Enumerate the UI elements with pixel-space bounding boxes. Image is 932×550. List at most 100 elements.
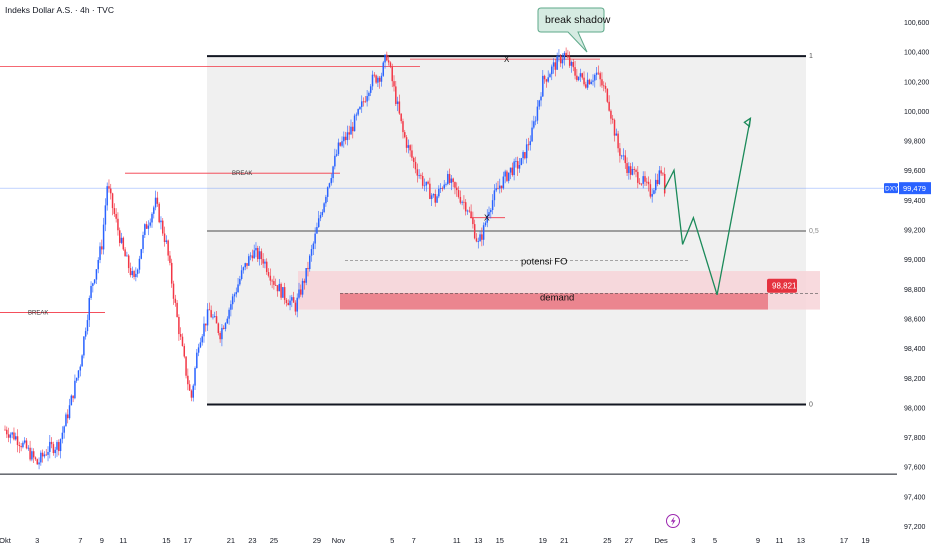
candle-body	[481, 234, 483, 240]
candle-body	[95, 269, 98, 280]
x-tick-label: 23	[248, 536, 256, 545]
candle-body	[196, 352, 198, 369]
candle-body	[190, 390, 193, 398]
x-tick-label: Nov	[332, 536, 346, 545]
price-axis[interactable]: 100,600 100,400 100,200 100,000 99,800 99,600…	[904, 20, 929, 531]
candle-body	[653, 190, 655, 194]
candle-body	[16, 436, 19, 446]
horizontal-lines	[0, 58, 897, 475]
x-tick-label: 5	[390, 536, 394, 545]
candle-body	[457, 190, 460, 197]
y-tick-label: 98,400	[904, 346, 926, 353]
candle-body	[447, 173, 449, 184]
candle-body	[357, 109, 359, 115]
candle-body	[165, 240, 168, 242]
lightning-icon[interactable]	[666, 514, 680, 528]
candle-body	[330, 178, 333, 184]
demand-label: demand	[540, 293, 574, 304]
candle-body	[208, 309, 211, 311]
candle-body	[147, 225, 150, 229]
candle-body	[637, 171, 639, 183]
candle-body	[420, 175, 422, 177]
candle-body	[479, 234, 481, 242]
x-tick-label: 3	[691, 536, 695, 545]
candle-body	[594, 74, 596, 81]
break-label-lower: BREAK	[28, 311, 48, 317]
candle-body	[364, 101, 367, 103]
candle-body	[36, 459, 39, 465]
candle-body	[77, 370, 80, 378]
candle-body	[452, 178, 454, 182]
candle-body	[92, 283, 94, 286]
candle-body	[81, 355, 83, 367]
candle-body	[355, 114, 358, 116]
candle-body	[629, 166, 632, 175]
candle-body	[172, 283, 175, 299]
candle-body	[531, 127, 533, 142]
candle-body	[61, 432, 64, 440]
candle-body	[371, 74, 374, 87]
demand-price-value: 98,821	[772, 282, 797, 291]
candle-body	[574, 67, 576, 76]
candle-body	[43, 454, 46, 457]
candle-body	[292, 297, 295, 303]
candle-body	[473, 224, 476, 239]
candle-body	[31, 451, 33, 460]
candle-body	[352, 126, 354, 132]
candle-body	[206, 309, 209, 326]
candle-body	[197, 347, 200, 353]
x-tick-label: 5	[713, 536, 717, 545]
candle-body	[178, 317, 180, 335]
candle-body	[56, 442, 58, 450]
candle-body	[233, 294, 236, 297]
candle-body	[226, 318, 229, 324]
candle-body	[617, 133, 619, 149]
candle-body	[543, 75, 546, 80]
candle-body	[68, 405, 71, 419]
candle-body	[273, 281, 275, 285]
time-axis[interactable]: Okt 3 7 9 11 15 17 21 23 25 29 Nov 5 7 11 13 15 19 21 25 27 D…	[0, 536, 870, 545]
candle-body	[278, 283, 281, 292]
x-mark-mid: X	[484, 213, 490, 223]
x-tick-label: 9	[100, 536, 104, 545]
candle-body	[572, 62, 575, 68]
candle-body	[300, 289, 302, 295]
candle-body	[518, 165, 521, 169]
candle-body	[249, 255, 252, 257]
y-tick-label: 100,400	[904, 50, 929, 57]
candle-body	[425, 181, 428, 186]
candle-body	[11, 432, 13, 435]
candle-body	[613, 119, 616, 136]
candle-body	[490, 210, 492, 213]
candle-body	[459, 196, 462, 203]
candle-body	[626, 163, 628, 173]
candle-body	[88, 297, 91, 321]
y-tick-label: 100,200	[904, 79, 929, 86]
candle-body	[298, 289, 300, 298]
candle-body	[260, 251, 263, 260]
candle-body	[127, 255, 130, 269]
x-tick-label: 11	[776, 536, 784, 545]
demand-zone-inner	[340, 293, 768, 310]
candle-body	[439, 188, 442, 189]
candle-body	[402, 121, 404, 133]
candle-body	[135, 273, 137, 278]
candle-body	[93, 279, 96, 284]
candle-body	[570, 62, 573, 66]
candle-body	[389, 62, 392, 67]
candle-body	[83, 336, 85, 356]
candle-body	[97, 259, 99, 270]
candle-body	[475, 238, 478, 242]
candle-body	[516, 161, 519, 169]
candle-body	[558, 55, 560, 57]
candle-body	[23, 440, 26, 443]
y-tick-label: 100,600	[904, 20, 929, 27]
candle-body	[646, 181, 648, 183]
x-tick-label: 13	[474, 536, 482, 545]
candle-body	[323, 203, 325, 212]
candle-body	[567, 55, 569, 58]
candle-body	[317, 218, 320, 228]
candle-body	[280, 283, 282, 298]
candle-body	[400, 113, 402, 122]
